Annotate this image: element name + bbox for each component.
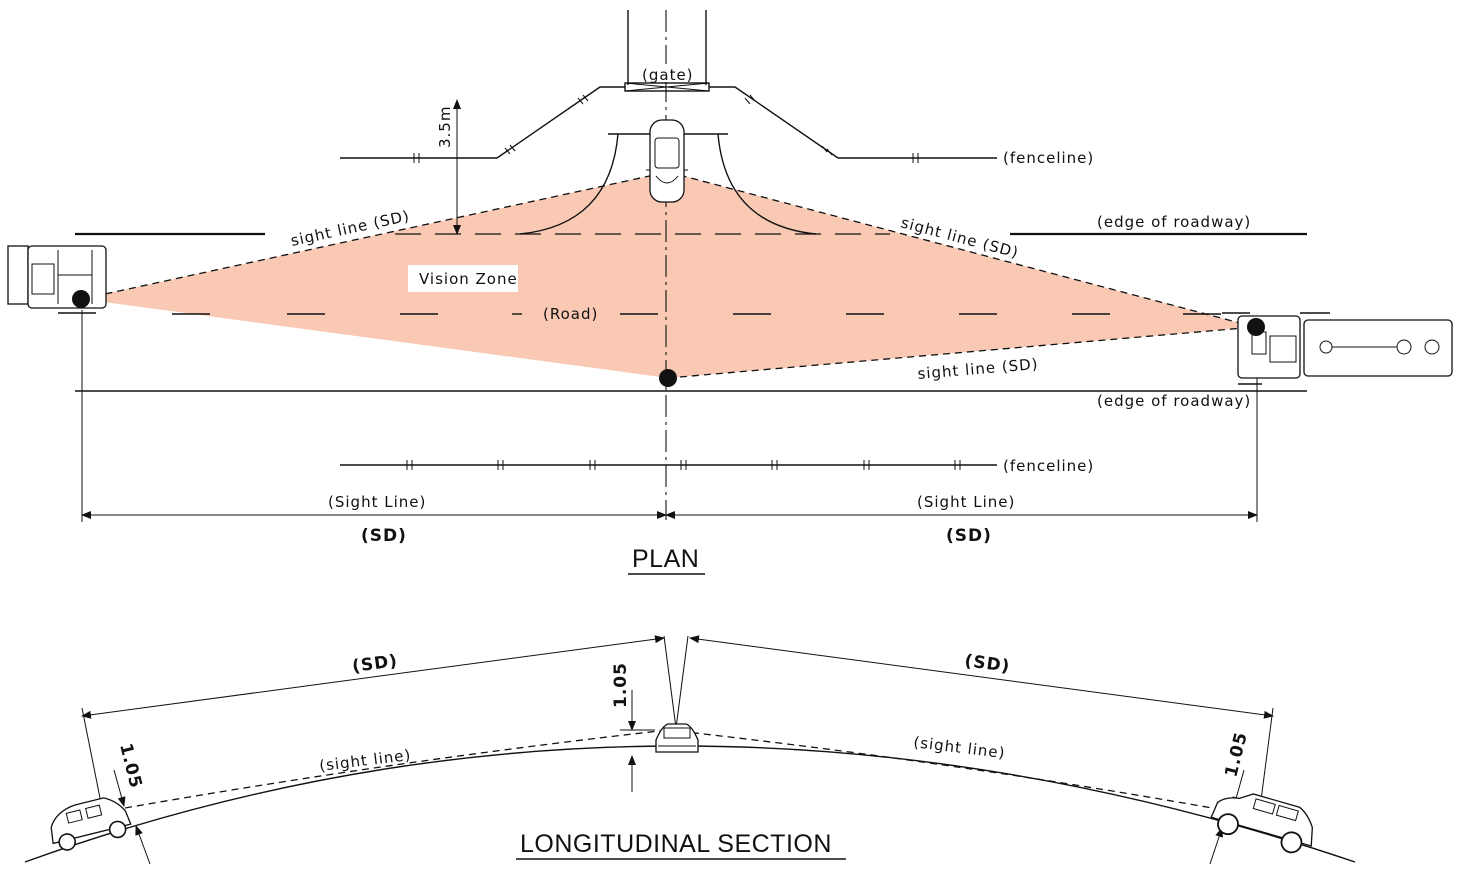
vision-zone-area xyxy=(82,172,1255,378)
edge-roadway-bottom-label: (edge of roadway) xyxy=(1097,392,1251,410)
dimension-left-label: (Sight Line) xyxy=(328,493,426,511)
section-sd-dimension-left xyxy=(81,635,665,719)
section-height-right-label: 1.05 xyxy=(1221,730,1252,779)
fenceline-bottom xyxy=(340,460,997,470)
dimension-left-value: (SD) xyxy=(361,526,407,546)
fenceline-top xyxy=(340,94,997,163)
section-sd-right-label: (SD) xyxy=(963,651,1011,677)
plan-title: PLAN xyxy=(632,545,699,573)
longitudinal-section-view: (SD) (SD) 1.05 1.05 1.05 (sight line) (s… xyxy=(24,635,1356,865)
sight-line-lower-label: sight line (SD) xyxy=(917,355,1039,383)
section-title: LONGITUDINAL SECTION xyxy=(520,830,832,858)
section-car-left-icon xyxy=(50,797,132,851)
sight-line-right xyxy=(667,171,1256,328)
section-sd-dimension-right xyxy=(689,635,1274,719)
section-sd-left-label: (SD) xyxy=(351,651,399,677)
road-label: (Road) xyxy=(543,305,598,323)
driveway-curve-right xyxy=(717,133,817,235)
section-height-left xyxy=(113,769,126,807)
eye-point-left xyxy=(72,290,90,308)
offset-label: 3.5m xyxy=(436,106,454,148)
eye-point-center xyxy=(659,369,677,387)
fence-splay-right xyxy=(709,86,839,159)
dimension-right-value: (SD) xyxy=(946,526,992,546)
section-sight-line-left xyxy=(124,729,669,809)
section-centre-marker xyxy=(663,635,689,729)
section-extension-left xyxy=(81,707,103,809)
section-extension-right xyxy=(1259,707,1274,809)
section-sight-left-label: (sight line) xyxy=(318,746,412,775)
sight-line-left xyxy=(81,171,669,300)
eye-point-right xyxy=(1247,318,1265,336)
fenceline-top-label: (fenceline) xyxy=(1003,149,1094,167)
dimension-right-label: (Sight Line) xyxy=(917,493,1015,511)
gate-label: (gate) xyxy=(642,66,694,84)
dimension-3-5m xyxy=(430,99,475,235)
section-car-right-icon xyxy=(1210,793,1314,854)
plan-view: 3.5m xyxy=(7,10,1453,575)
section-sight-right-label: (sight line) xyxy=(913,733,1007,762)
truck-left-icon xyxy=(7,245,107,314)
driveway-curve-left xyxy=(519,133,619,235)
vision-zone-label-box xyxy=(408,265,518,292)
sight-line-lower xyxy=(667,326,1256,379)
fence-splay-left xyxy=(496,86,625,159)
section-car-center-icon xyxy=(655,723,699,753)
edge-roadway-top-label: (edge of roadway) xyxy=(1097,213,1251,231)
fenceline-bottom-label: (fenceline) xyxy=(1003,457,1094,475)
section-sight-line-right xyxy=(667,729,1213,809)
driveway-car-icon xyxy=(646,119,688,203)
vision-zone-label: Vision Zone xyxy=(419,270,518,288)
section-height-center-label: 1.05 xyxy=(611,662,631,708)
section-height-left-label: 1.05 xyxy=(115,741,146,790)
gate-symbol xyxy=(624,82,710,92)
